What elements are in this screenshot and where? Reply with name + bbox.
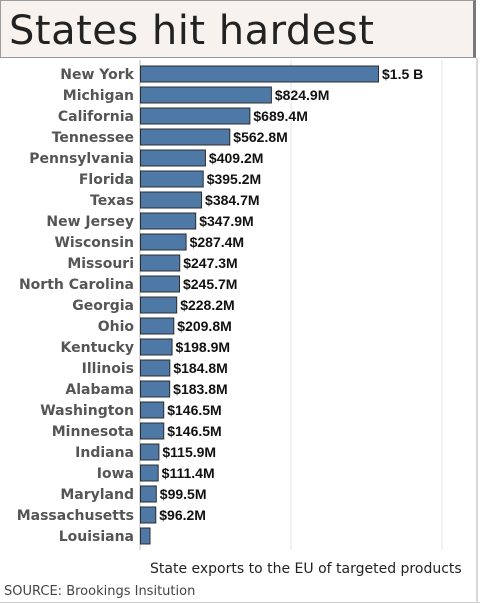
category-label: Kentucky [61, 340, 134, 356]
value-label: $198.9M [176, 339, 230, 355]
bar [140, 359, 171, 377]
chart-title: States hit hardest [9, 8, 375, 54]
value-label: $409.2M [209, 150, 263, 166]
value-label: $347.9M [199, 213, 253, 229]
bar [140, 317, 175, 335]
bar [140, 338, 173, 356]
value-label: $96.2M [159, 507, 206, 523]
category-label: Texas [90, 193, 134, 209]
category-label: Wisconsin [54, 235, 134, 251]
bar [140, 107, 251, 125]
category-label: Indiana [75, 445, 134, 461]
category-label: Louisiana [59, 529, 134, 545]
x-axis-caption: State exports to the EU of targeted prod… [150, 561, 462, 577]
bar [140, 401, 165, 419]
value-label: $245.7M [183, 276, 237, 292]
category-label: Iowa [97, 466, 134, 482]
value-label: $287.4M [190, 234, 244, 250]
bar [140, 464, 159, 482]
category-label: Tennessee [52, 130, 134, 146]
bar [140, 506, 157, 524]
category-label: Georgia [72, 298, 134, 314]
category-label: Missouri [67, 256, 134, 272]
bar [140, 443, 160, 461]
value-label: $184.8M [173, 360, 227, 376]
value-label: $115.9M [162, 444, 216, 460]
bar [140, 485, 157, 503]
value-label: $562.8M [233, 129, 287, 145]
category-label: Illinois [82, 361, 134, 377]
bar [140, 128, 231, 146]
category-label: Michigan [63, 88, 134, 104]
category-label: Minnesota [52, 424, 134, 440]
category-label: North Carolina [19, 277, 134, 293]
value-label: $228.2M [180, 297, 234, 313]
bar [140, 86, 272, 104]
bar [140, 212, 197, 230]
category-label: Maryland [60, 487, 134, 503]
bar [140, 275, 180, 293]
category-label: New York [60, 67, 134, 83]
right-divider [476, 58, 478, 603]
value-label: $395.2M [207, 171, 261, 187]
bar [140, 233, 187, 251]
category-label: Pennsylvania [29, 151, 134, 167]
value-label: $384.7M [205, 192, 259, 208]
bar [140, 149, 206, 167]
bar-chart: New York $1.5 B Michigan $824.9M California $… [17, 60, 443, 550]
category-label: Florida [79, 172, 134, 188]
category-label: Massachusetts [17, 508, 134, 524]
value-label: $1.5 B [382, 66, 423, 82]
value-label: $209.8M [177, 318, 231, 334]
value-label: $146.5M [167, 423, 221, 439]
source-note: SOURCE: Brookings Insitution [4, 584, 196, 599]
value-label: $689.4M [253, 108, 307, 124]
bar [140, 422, 165, 440]
category-label: Washington [40, 403, 134, 419]
bar [140, 191, 203, 209]
value-label: $247.3M [183, 255, 237, 271]
category-label: Alabama [65, 382, 134, 398]
value-label: $824.9M [275, 87, 329, 103]
category-label: California [58, 109, 134, 125]
category-label: Ohio [98, 319, 135, 335]
bar [140, 527, 151, 545]
bar [140, 65, 379, 83]
bar [140, 170, 204, 188]
title-bar: States hit hardest [0, 0, 476, 58]
category-label: New Jersey [46, 214, 134, 230]
value-label: $183.8M [173, 381, 227, 397]
bar [140, 254, 181, 272]
value-label: $99.5M [160, 486, 207, 502]
bar [140, 380, 171, 398]
bar [140, 296, 178, 314]
value-label: $111.4M [162, 465, 215, 481]
value-label: $146.5M [167, 402, 221, 418]
